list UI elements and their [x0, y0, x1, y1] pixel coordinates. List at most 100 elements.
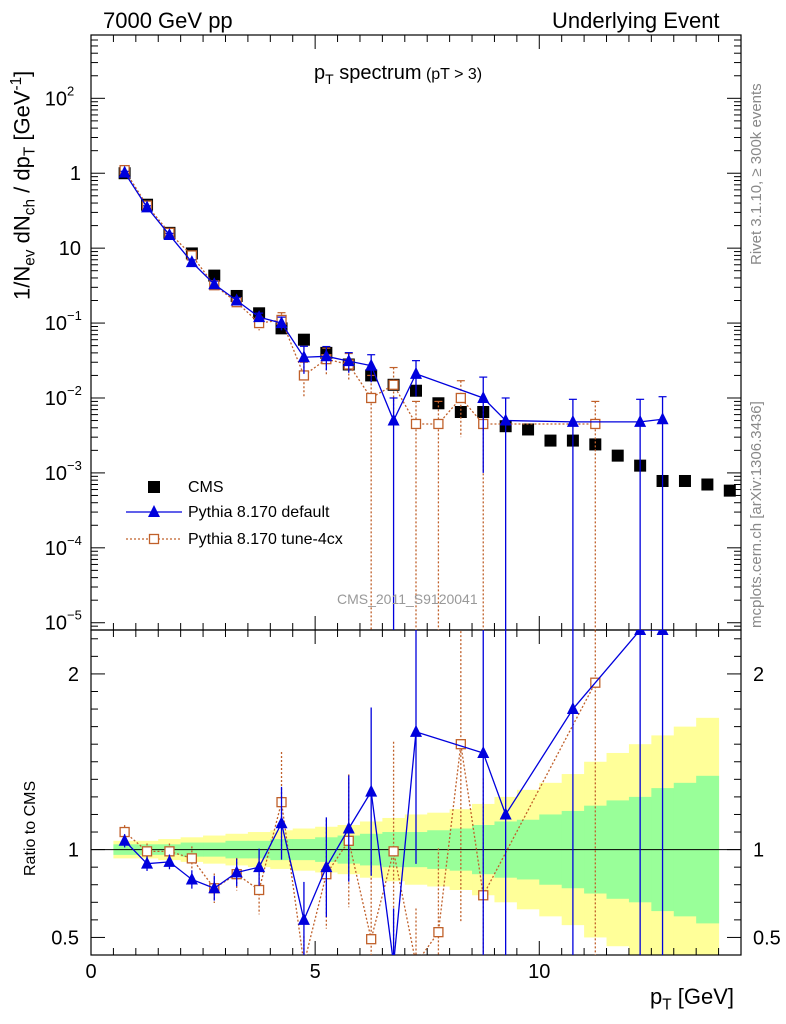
legend-cms-label: CMS	[188, 479, 224, 496]
default-ratio-point	[163, 854, 176, 867]
default-data-point	[566, 414, 579, 427]
main-series-group	[118, 164, 736, 630]
legend-cms-marker	[148, 481, 160, 493]
default-data-point	[365, 358, 378, 371]
ratio-tick-label: 1	[68, 840, 79, 862]
ratio-series-group	[118, 630, 669, 969]
tune4cx-ratio-point	[299, 959, 308, 968]
tune4cx-ratio-point	[412, 959, 421, 968]
default-ratio-point	[185, 872, 198, 885]
tune4cx-ratio-line	[124, 682, 596, 955]
default-ratio-point	[477, 745, 490, 758]
default-data-point	[208, 277, 221, 290]
main-y-axis-label-e: ]	[9, 70, 35, 77]
tune4cx-data-point	[455, 392, 466, 404]
main-y-axis-label-d: [GeV	[9, 90, 35, 147]
default-data-point	[185, 255, 198, 268]
tune4cx-ratio-point	[186, 853, 198, 864]
main-y-axis-label-b: dN	[9, 215, 35, 250]
analysis-watermark: CMS_2011_S9120041	[337, 591, 478, 607]
tune4cx-ratio-point	[253, 884, 265, 896]
legend-default-marker	[148, 505, 160, 517]
default-ratio-point	[118, 833, 131, 846]
default-data-point	[275, 316, 288, 329]
main-y-axis-label-c: / dp	[9, 156, 35, 199]
x-axis-label-p: p	[650, 984, 663, 1009]
header-left: 7000 GeV pp	[103, 8, 233, 33]
default-data-point	[320, 349, 333, 362]
cms-data-point	[678, 474, 691, 487]
default-data-point	[342, 354, 355, 367]
default-data-point	[141, 200, 154, 213]
y-tick-exponent: −4	[67, 533, 82, 548]
y-tick-label: 10	[45, 463, 67, 485]
default-data-point	[499, 413, 512, 426]
y-tick-exponent: −1	[67, 308, 82, 323]
cms-data-point	[701, 478, 714, 491]
y-tick-label: 10	[45, 313, 67, 335]
cms-data-point	[611, 449, 624, 462]
x-tick-label: 5	[310, 961, 321, 983]
default-data-point	[477, 390, 490, 403]
default-data-point	[253, 310, 266, 323]
default-data-point	[387, 413, 400, 426]
cms-data-point	[522, 423, 535, 436]
default-ratio-point	[634, 630, 647, 635]
default-ratio-point	[656, 630, 669, 635]
ratio-y-axis-label: Ratio to CMS	[22, 780, 39, 876]
plot-title-cut: (pT > 3)	[425, 66, 483, 83]
default-ratio-point	[566, 702, 579, 715]
x-tick-label: 0	[85, 961, 96, 983]
tune4cx-line	[124, 169, 596, 425]
tune4cx-data-point	[590, 418, 601, 430]
x-axis-label: pT [GeV]	[650, 984, 735, 1014]
default-ratio-point	[388, 957, 400, 969]
y-tick-label: 10	[45, 388, 67, 410]
default-data-point	[656, 412, 669, 425]
mcplots-label: mcplots.cern.ch [arXiv:1306.3436]	[748, 401, 765, 628]
default-ratio-point	[275, 816, 288, 829]
tune4cx-data-point	[388, 379, 399, 390]
default-data-point	[230, 293, 243, 306]
plot-title-main: spectrum	[339, 62, 422, 84]
default-ratio-point	[365, 784, 378, 797]
default-data-point	[297, 350, 310, 363]
default-ratio-point	[253, 860, 266, 873]
legend-tune-marker	[148, 533, 160, 545]
default-ratio-point	[208, 881, 221, 894]
y-tick-exponent: −2	[67, 383, 82, 398]
rivet-label: Rivet 3.1.10, ≥ 300k events	[748, 83, 765, 265]
default-ratio-point	[320, 860, 333, 873]
cms-data-point	[544, 434, 557, 447]
tune4cx-ratio-point	[388, 846, 399, 857]
default-ratio-point	[230, 865, 243, 878]
y-tick-exponent: −3	[67, 458, 82, 473]
ratio-tick-label-right: 2	[753, 664, 764, 686]
plot-title: pT spectrum (pT > 3)	[314, 62, 483, 87]
tune4cx-ratio-point	[433, 927, 444, 938]
default-data-point	[634, 414, 647, 427]
default-ratio-point	[410, 724, 422, 737]
default-ratio-point	[342, 821, 355, 834]
y-tick-label: 10	[59, 238, 81, 260]
cms-data-point	[723, 484, 736, 497]
tune4cx-ratio-point	[366, 934, 377, 945]
cms-data-point	[589, 438, 602, 451]
ratio-tick-label: 2	[68, 664, 79, 686]
default-ratio-point	[499, 807, 512, 820]
tune4cx-data-point	[410, 418, 422, 430]
default-data-point	[163, 227, 176, 240]
cms-data-point	[208, 269, 221, 282]
y-tick-exponent: 2	[67, 83, 74, 98]
x-tick-label: 10	[528, 961, 550, 983]
default-data-point	[118, 165, 131, 178]
legend-tune-label: Pythia 8.170 tune-4cx	[188, 531, 343, 548]
x-axis-label-unit: [GeV]	[671, 984, 735, 1009]
tune4cx-ratio-point	[164, 846, 175, 857]
ratio-tick-label-right: 1	[753, 840, 764, 862]
default-data-point	[410, 366, 422, 379]
legend-default-label: Pythia 8.170 default	[188, 504, 330, 521]
tune4cx-ratio-point	[141, 846, 153, 857]
